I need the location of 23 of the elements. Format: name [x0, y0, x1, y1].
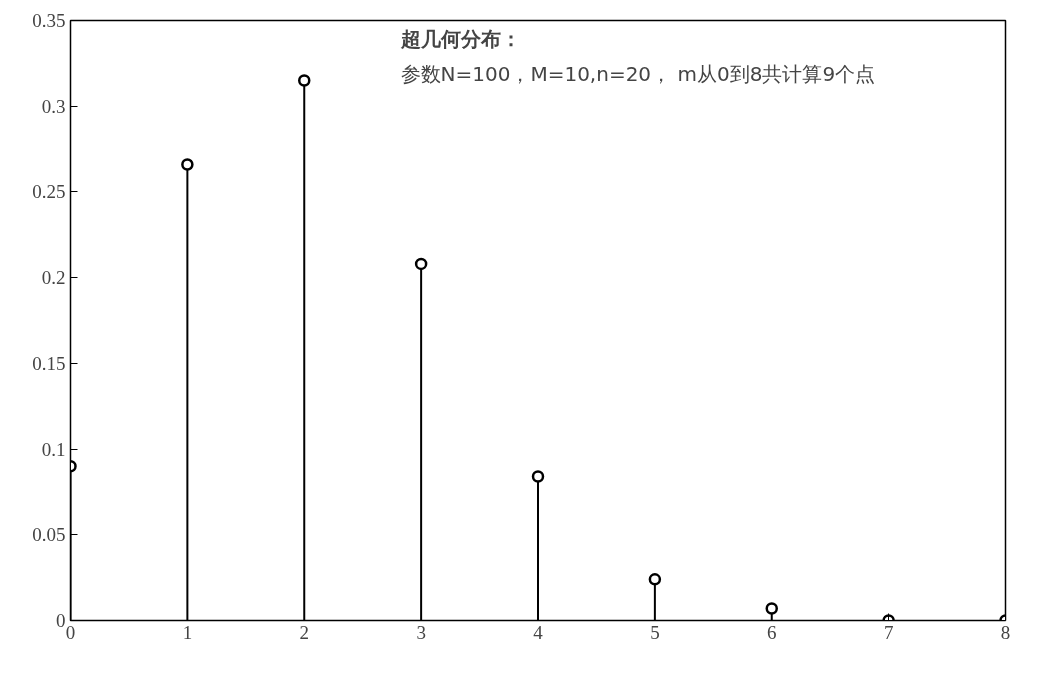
x-tick-label: 1	[182, 621, 193, 643]
x-tick-label: 5	[650, 621, 660, 643]
y-tick-label: 0.25	[32, 181, 66, 203]
x-tick-label: 8	[1000, 621, 1011, 643]
x-tick-label: 3	[416, 621, 426, 643]
x-tick-label: 7	[883, 621, 894, 643]
y-tick-label: 0.05	[32, 524, 66, 546]
y-tick-label: 0.35	[32, 10, 66, 31]
point	[414, 257, 428, 271]
point	[531, 470, 545, 483]
y-tick-label: 0.3	[41, 95, 66, 117]
annotation: 参数N=100，M=10,n=20， m从0到8共计算9个点	[400, 61, 876, 86]
x-tick-label: 2	[299, 621, 309, 643]
y-tick-label: 0.15	[32, 352, 66, 374]
x-tick-label: 4	[533, 621, 544, 643]
point	[181, 158, 194, 171]
y-tick-label: 0.2	[41, 267, 66, 289]
x-tick-label: 6	[767, 621, 777, 643]
point	[298, 74, 311, 87]
point	[648, 573, 662, 586]
point	[765, 602, 778, 615]
y-tick-label: 0.1	[41, 438, 66, 460]
annotation: 超几何分布：	[399, 26, 521, 51]
